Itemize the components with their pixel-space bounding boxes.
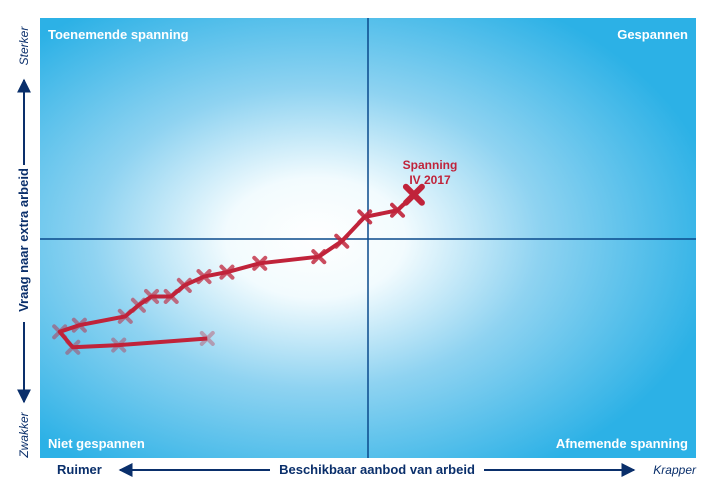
data-point-marker [390, 202, 406, 218]
latest-point-marker [402, 183, 425, 206]
data-point-marker [176, 277, 192, 293]
data-point-marker [199, 330, 215, 346]
y-axis-title: Vraag naar extra arbeid [16, 168, 31, 312]
x-axis-title: Beschikbaar aanbod van arbeid [279, 462, 475, 477]
data-point-marker [71, 317, 87, 333]
tension-series [52, 183, 425, 355]
annotation-line-2: IV 2017 [409, 173, 451, 187]
x-axis-left-label: Ruimer [57, 462, 102, 477]
quadrant-label-bottom-left: Niet gespannen [48, 436, 145, 451]
y-axis-top-label: Sterker [17, 26, 31, 66]
data-point-marker [357, 209, 373, 225]
data-point-marker [196, 269, 212, 285]
data-point-marker [65, 339, 81, 355]
data-point-marker [117, 308, 133, 324]
y-axis-bottom-label: Zwakker [17, 411, 31, 458]
data-point-marker [163, 288, 179, 304]
annotation-line-1: Spanning [403, 158, 458, 172]
x-axis-right-label: Krapper [653, 463, 697, 477]
quadrant-label-top-right: Gespannen [617, 27, 688, 42]
data-point-marker [311, 249, 327, 265]
data-point-marker [252, 255, 268, 271]
quadrant-label-top-left: Toenemende spanning [48, 27, 189, 42]
data-point-marker [219, 264, 235, 280]
data-point-marker [144, 288, 160, 304]
data-point-marker [334, 233, 350, 249]
data-point-marker [130, 297, 146, 313]
quadrant-label-bottom-right: Afnemende spanning [556, 436, 688, 451]
data-point-marker [52, 324, 68, 340]
data-point-marker [111, 337, 127, 353]
